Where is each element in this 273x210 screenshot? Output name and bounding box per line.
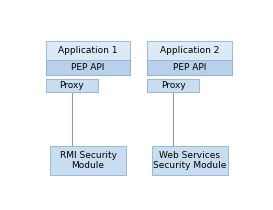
Text: Proxy: Proxy — [59, 81, 84, 90]
Bar — [46, 79, 98, 92]
Text: RMI Security
Module: RMI Security Module — [60, 151, 117, 170]
Bar — [50, 147, 126, 175]
Text: PEP API: PEP API — [173, 63, 206, 72]
Text: Web Services
Security Module: Web Services Security Module — [153, 151, 226, 170]
Bar — [147, 79, 199, 92]
Text: PEP API: PEP API — [71, 63, 105, 72]
Bar — [147, 41, 232, 75]
Text: Proxy: Proxy — [161, 81, 186, 90]
Bar — [152, 147, 228, 175]
Text: Application 2: Application 2 — [160, 46, 219, 55]
Text: Application 1: Application 1 — [58, 46, 118, 55]
Bar — [46, 41, 130, 75]
Bar — [147, 60, 232, 75]
Bar — [46, 60, 130, 75]
